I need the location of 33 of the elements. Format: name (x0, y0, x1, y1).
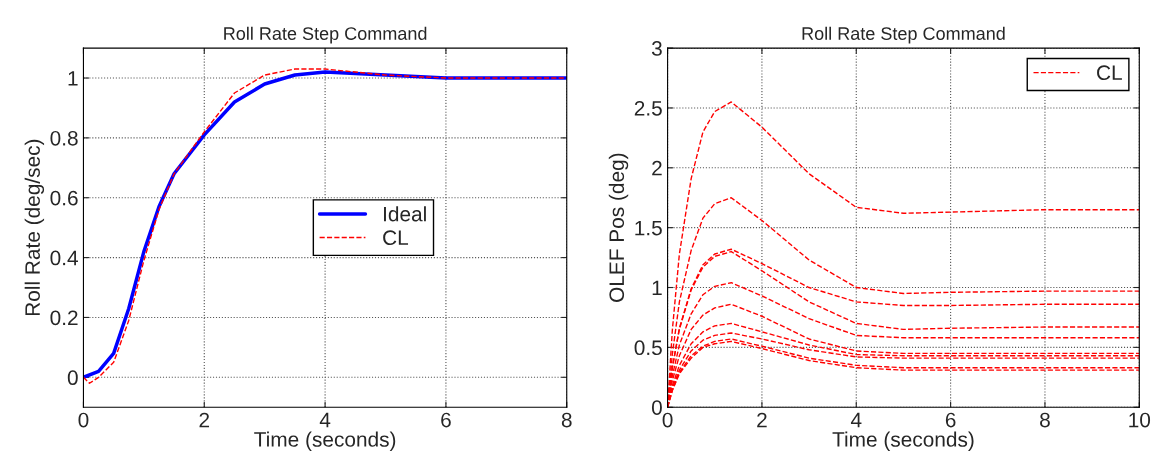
y-tick-label: 2.5 (634, 100, 662, 116)
y-tick-label: 2 (652, 160, 662, 176)
y-tick-label: 0.8 (50, 130, 78, 146)
y-tick-label: 1.5 (635, 220, 662, 236)
y-tick-label: 0.4 (50, 250, 78, 266)
chart-title: Roll Rate Step Command (224, 26, 427, 44)
x-tick-label: 6 (441, 412, 451, 428)
legend-label: Ideal (384, 206, 426, 222)
x-tick-label: 8 (1040, 412, 1050, 428)
x-tick-label: 0 (78, 412, 89, 428)
y-tick-label: 0.6 (50, 190, 78, 206)
y-tick-label: 1 (68, 71, 78, 86)
y-tick-label: 0 (651, 400, 662, 415)
y-axis-title: Roll Rate (deg/sec) (24, 139, 45, 316)
y-tick-label: 3 (651, 41, 662, 56)
x-tick-label: 4 (319, 412, 331, 428)
y-tick-label: 0 (67, 370, 78, 386)
y-tick-label: 1 (652, 280, 662, 296)
y-axis-title: OLEF Pos (deg) (608, 153, 629, 302)
x-tick-label: 2 (757, 412, 767, 428)
chart-title: Roll Rate Step Command (802, 26, 1005, 44)
x-axis-title: Time (seconds) (254, 431, 396, 451)
y-tick-label: 0.2 (50, 310, 78, 326)
x-tick-label: 0 (662, 412, 673, 428)
x-tick-label: 8 (561, 412, 572, 428)
legend-label: CL (1097, 65, 1122, 81)
y-tick-label: 0.5 (634, 340, 662, 356)
x-tick-label: 2 (199, 412, 210, 428)
x-tick-label: 10 (1129, 412, 1151, 428)
x-tick-label: 4 (850, 412, 862, 428)
legend-label: CL (383, 230, 409, 246)
x-tick-label: 6 (945, 412, 956, 428)
x-axis-title: Time (seconds) (832, 431, 974, 451)
